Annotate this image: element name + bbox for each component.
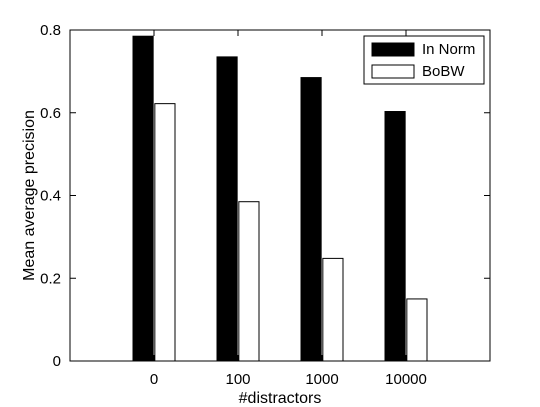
legend-label: BoBW xyxy=(422,63,465,80)
legend: In Norm BoBW xyxy=(363,35,485,85)
bar-in-norm-100 xyxy=(216,56,238,362)
ticks-group xyxy=(70,29,490,362)
bar-in-norm-10000 xyxy=(384,111,406,362)
legend-swatch xyxy=(371,64,415,79)
x-tick-labels: 0 100 1000 10000 xyxy=(150,371,427,388)
bar-bobw-100 xyxy=(238,201,260,362)
y-axis-label: Mean average precision xyxy=(21,110,38,281)
legend-label: In Norm xyxy=(422,41,475,58)
x-tick-label: 1000 xyxy=(305,371,338,388)
bar-bobw-1000 xyxy=(322,257,344,362)
x-tick-label: 100 xyxy=(225,371,250,388)
x-tick-label: 10000 xyxy=(385,371,427,388)
x-axis-label: #distractors xyxy=(239,390,322,407)
y-tick-label: 0.2 xyxy=(40,270,61,287)
x-tick-label: 0 xyxy=(150,371,158,388)
bar-bobw-0 xyxy=(154,103,176,362)
y-tick-label: 0.4 xyxy=(40,188,61,205)
plot-frame xyxy=(69,29,491,362)
y-tick-label: 0 xyxy=(53,353,61,370)
bar-in-norm-0 xyxy=(132,35,154,362)
legend-swatch xyxy=(371,42,415,57)
y-tick-label: 0.8 xyxy=(40,22,61,39)
bar-bobw-10000 xyxy=(406,298,428,362)
bars-group xyxy=(132,35,428,362)
bar-in-norm-1000 xyxy=(300,77,322,362)
y-tick-label: 0.6 xyxy=(40,105,61,122)
y-tick-labels: 0 0.2 0.4 0.6 0.8 xyxy=(40,22,61,370)
